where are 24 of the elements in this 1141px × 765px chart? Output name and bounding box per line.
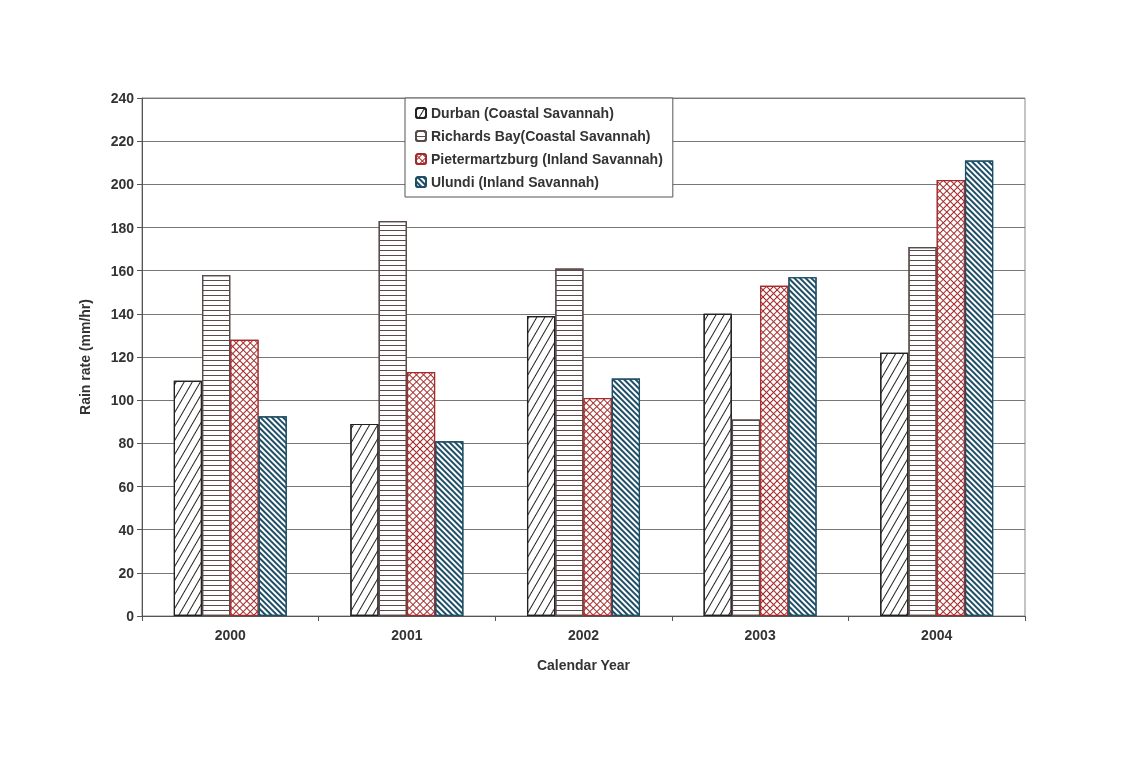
x-axis-title: Calendar Year [536, 657, 631, 673]
legend-label: Ulundi (Inland Savannah) [431, 174, 600, 190]
y-tick-label: 200 [110, 176, 135, 193]
y-tick-label: 80 [118, 435, 135, 452]
x-tick-label: 2004 [921, 627, 953, 643]
y-tick-label: 180 [110, 219, 135, 236]
legend-label: Durban (Coastal Savannah) [431, 105, 614, 121]
y-tick-label: 60 [118, 478, 135, 495]
y-tick-label: 240 [110, 90, 135, 106]
legend-label: Richards Bay(Coastal Savannah) [431, 128, 651, 144]
y-tick-label: 100 [110, 392, 135, 409]
y-tick-label: 40 [118, 521, 135, 538]
x-tick-label: 2002 [567, 627, 600, 643]
y-axis-title: Rain rate (mm/hr) [77, 299, 93, 415]
x-tick-label: 2001 [391, 627, 423, 643]
x-tick-label: 2003 [744, 627, 776, 643]
x-tick-label: 2000 [214, 627, 247, 643]
y-tick-label: 220 [110, 133, 135, 150]
y-tick-label: 0 [126, 608, 135, 624]
y-tick-label: 160 [110, 262, 135, 279]
y-tick-label: 140 [110, 305, 135, 322]
y-tick-label: 20 [118, 564, 135, 581]
y-tick-label: 120 [110, 349, 135, 365]
legend-label: Pietermartzburg (Inland Savannah) [431, 151, 663, 167]
